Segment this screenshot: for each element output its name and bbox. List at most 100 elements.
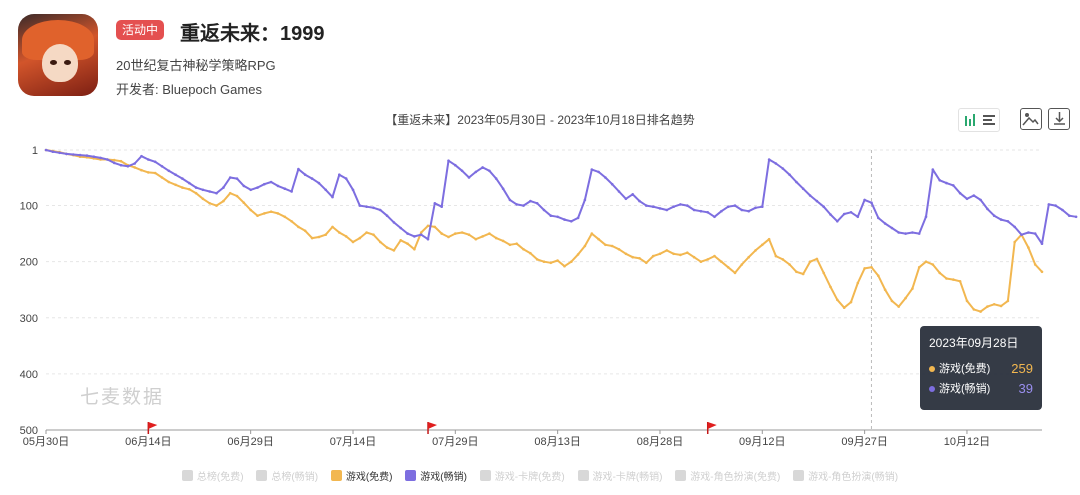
data-point [801,187,805,190]
data-point [269,180,273,184]
data-point [188,188,191,191]
download-icon[interactable] [1048,108,1070,130]
data-point [317,235,321,239]
data-point [85,154,89,157]
data-point [1020,233,1023,236]
data-point [467,176,471,179]
legend-item-game-grossing[interactable]: 游戏(畅销) [405,468,467,483]
chart-tooltip: 2023年09月28日 游戏(免费) 259 游戏(畅销) 39 [920,326,1042,410]
data-point [822,271,825,275]
data-point [222,186,225,189]
data-point [986,305,989,308]
data-point [754,249,757,252]
data-point [72,153,75,156]
legend-item-game-free[interactable]: 游戏(免费) [330,468,393,483]
data-point [992,303,996,306]
data-point [474,170,478,174]
data-point [269,210,273,213]
data-point [522,248,525,251]
image-icon[interactable] [1020,108,1042,130]
legend-label: 游戏(免费) [345,472,393,483]
data-point [51,150,55,153]
watermark: 七麦数据 [80,387,165,408]
data-point [119,159,123,163]
data-point [672,252,675,256]
data-point [617,190,621,193]
data-point [344,177,348,180]
data-point [153,160,157,164]
data-point [256,214,259,217]
data-point [754,206,757,210]
legend-item-total-grossing[interactable]: 总榜(畅销) [256,468,318,483]
data-point [883,222,887,225]
legend-swatch [675,470,687,481]
data-point [344,235,348,238]
bar-chart-icon[interactable] [963,112,979,128]
data-point [351,240,355,244]
data-point [399,226,403,230]
data-point [529,199,532,203]
data-point [542,260,546,264]
data-point [331,225,334,229]
chart-legend: 总榜(免费) 总榜(畅销) 游戏(免费) 游戏(畅销) 游戏-卡牌(免费) 游戏… [0,468,1080,483]
data-point [747,255,750,259]
data-point [651,254,655,258]
data-point [501,187,505,190]
data-point [215,204,218,207]
x-tick-label: 07月14日 [330,436,376,448]
legend-swatch [577,470,589,481]
data-point [194,191,198,195]
data-point [740,263,744,266]
data-point [392,249,396,252]
data-point [952,184,955,187]
data-point [883,288,887,292]
legend-swatch [405,470,417,481]
data-point [208,202,211,205]
data-point [863,198,866,202]
data-point [788,263,791,266]
data-point [406,242,409,245]
data-point [658,207,662,210]
data-point [1040,270,1044,274]
data-point [999,218,1003,221]
data-point [699,209,703,213]
legend-item-rpg-grossing[interactable]: 游戏-角色扮演(畅销) [793,468,898,483]
data-point [808,194,812,197]
data-point [972,194,976,197]
tooltip-value: 259 [1011,361,1033,376]
data-point [276,184,280,188]
chart-title: 【重返未来】2023年05月30日 - 2023年10月18日排名趋势 [385,113,695,127]
data-point [419,231,423,234]
data-point [147,171,150,174]
list-icon[interactable] [981,112,997,128]
data-point [979,198,982,202]
data-point [979,310,982,313]
data-point [58,151,61,155]
data-point [201,197,205,201]
data-point [597,237,600,241]
data-point [1013,240,1016,244]
data-point [638,199,641,203]
data-point [856,215,860,219]
data-point [904,232,907,235]
data-point [570,260,573,264]
tooltip-row-free: 游戏(免费) 259 [929,359,1033,379]
data-point [338,173,341,176]
data-point [924,260,928,264]
data-point [836,298,839,302]
data-point [228,176,232,179]
data-point [992,214,996,217]
legend-item-rpg-free[interactable]: 游戏-角色扮演(免费) [675,468,780,483]
legend-item-card-grossing[interactable]: 游戏-卡牌(畅销) [577,468,663,483]
data-point [78,153,82,157]
data-point [692,208,696,212]
data-point [938,271,941,275]
data-point [563,264,566,268]
data-point [167,169,171,173]
legend-label: 总榜(畅销) [271,472,319,483]
data-point [413,248,416,251]
legend-item-total-free[interactable]: 总榜(免费) [181,468,244,483]
data-point [460,169,464,173]
legend-item-card-free[interactable]: 游戏-卡牌(免费) [479,468,565,483]
data-point [597,170,600,174]
